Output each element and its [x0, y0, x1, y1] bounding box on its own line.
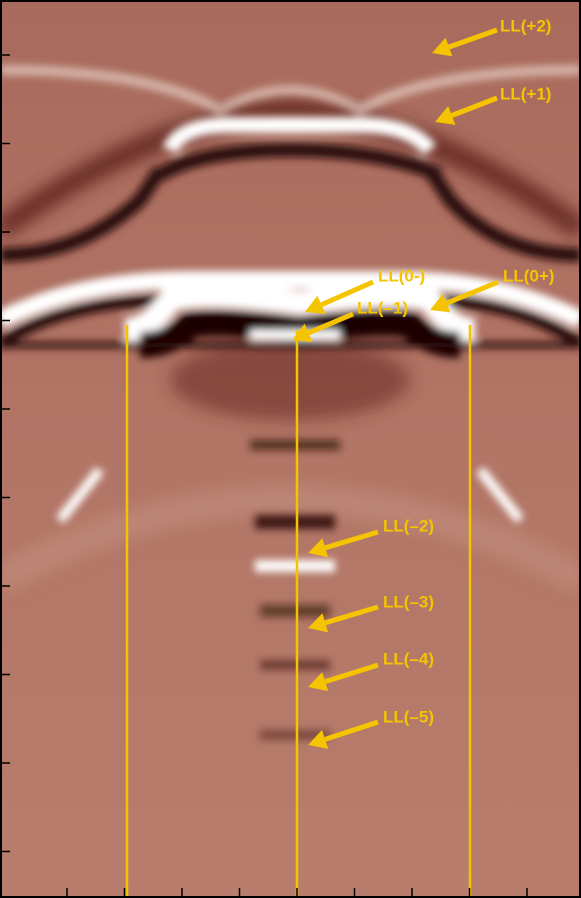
figure: LL(+2) LL(+1) LL(0-) LL(0+) LL(–1) LL(–2) LL(–…	[0, 0, 581, 898]
level-label: LL(–5)	[383, 707, 434, 726]
level-label: LL(–2)	[383, 516, 434, 535]
level-label: LL(+1)	[500, 84, 551, 103]
level-label: LL(0+)	[503, 266, 554, 285]
level-label: LL(+2)	[500, 16, 551, 35]
level-label: LL(0-)	[378, 266, 425, 285]
level-label: LL(–4)	[383, 649, 434, 668]
level-label: LL(–3)	[383, 592, 434, 611]
level-label: LL(–1)	[357, 298, 408, 317]
page: LL(+2) LL(+1) LL(0-) LL(0+) LL(–1) LL(–2) LL(–…	[0, 0, 581, 898]
